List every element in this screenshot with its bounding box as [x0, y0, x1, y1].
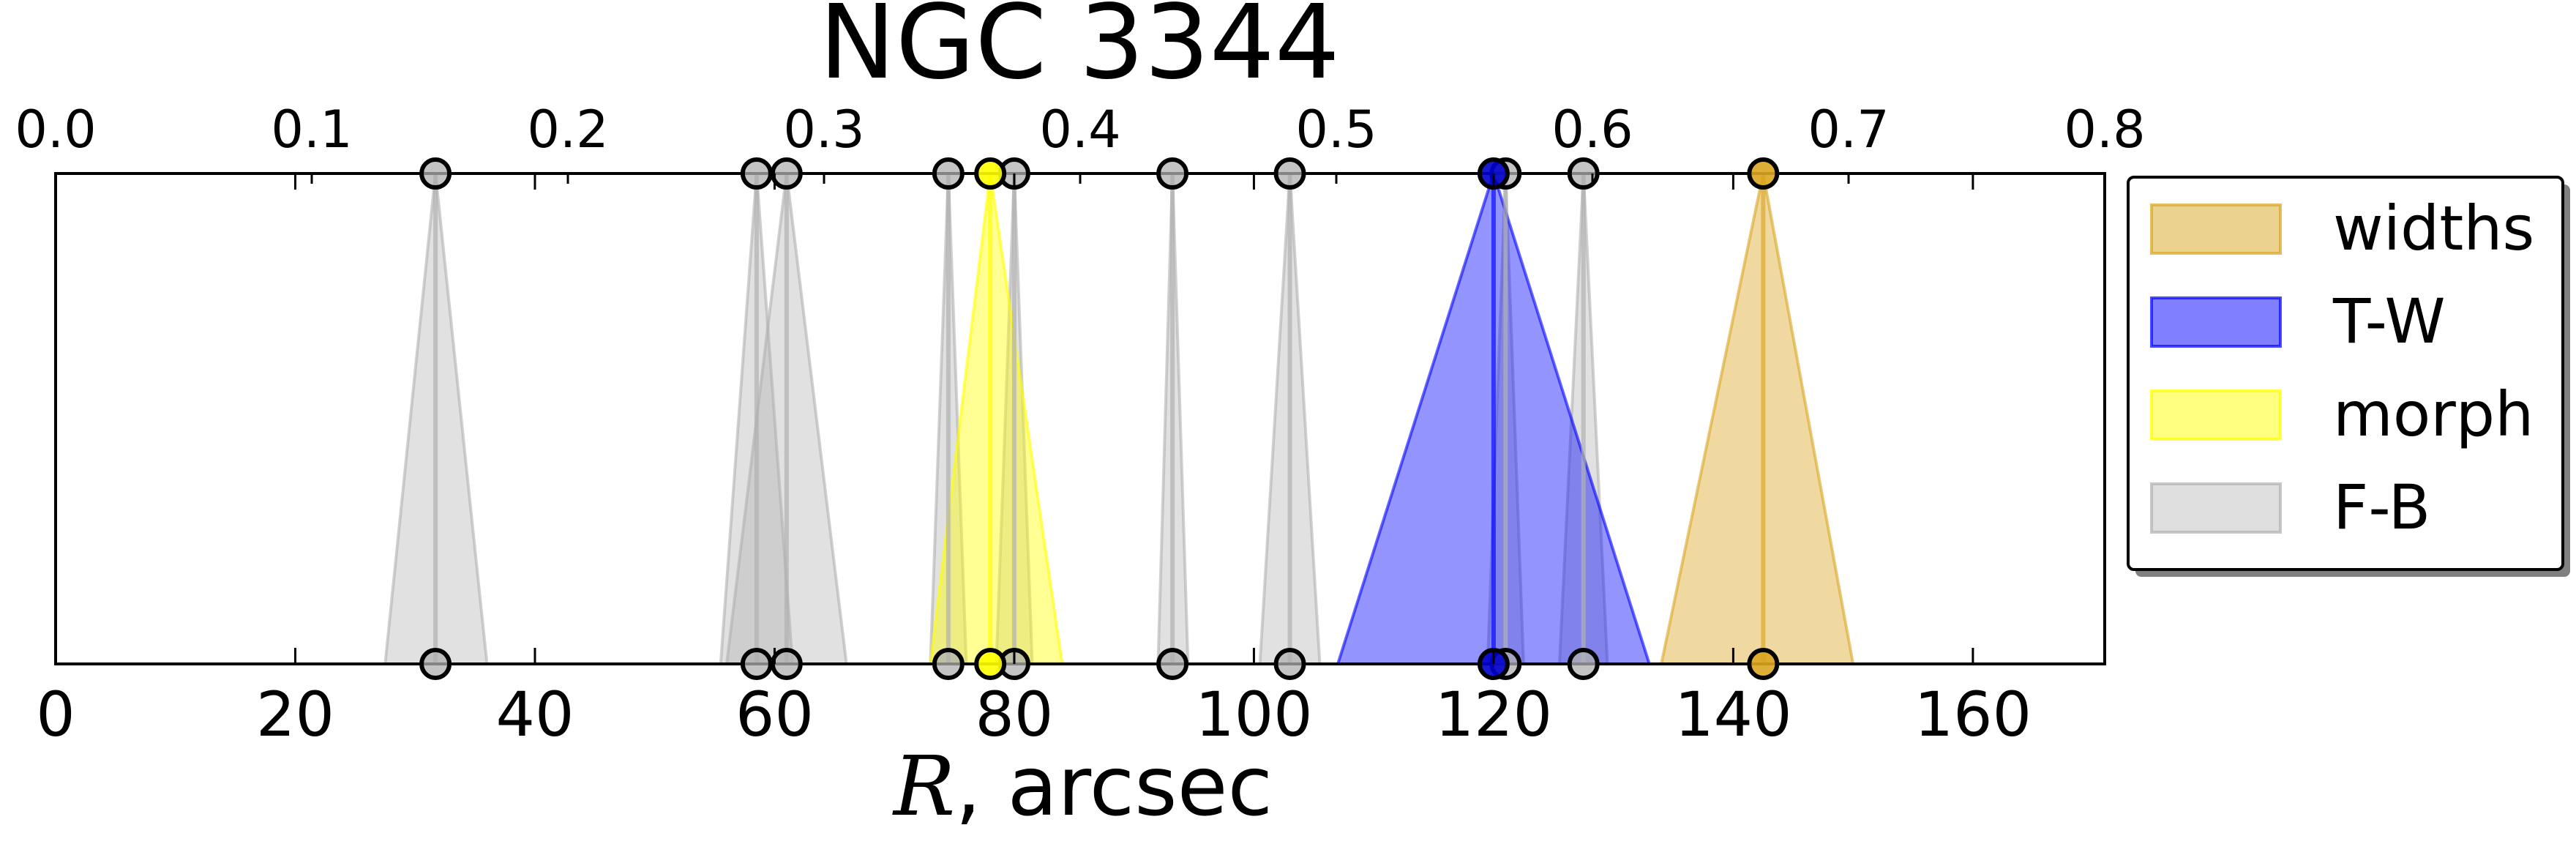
x-tick-label-top: 0.3	[783, 100, 864, 160]
legend-swatch-f-b	[2150, 482, 2282, 534]
x-axis-label-symbol: R	[892, 739, 955, 835]
legend-swatch-t-w	[2150, 296, 2282, 348]
peak-fill-widths-1	[1659, 173, 1855, 665]
x-tick-label-bottom: 120	[1435, 679, 1552, 750]
legend: widths T-W morph F-B	[2127, 176, 2570, 577]
peak-marker-f-b-9-bottom	[1567, 648, 1600, 680]
peak-marker-f-b-3-bottom	[770, 648, 803, 680]
peak-marker-f-b-7-top	[1273, 157, 1306, 190]
peak-marker-morph-1-bottom	[974, 648, 1007, 680]
peak-marker-f-b-4-bottom	[932, 648, 965, 680]
x-tick-label-top: 0.0	[15, 100, 96, 160]
peak-marker-f-b-2-bottom	[740, 648, 773, 680]
peak-marker-f-b-2-top	[740, 157, 773, 190]
x-tick-label-bottom: 160	[1914, 679, 2032, 750]
x-tick-label-bottom: 20	[256, 679, 334, 750]
peak-marker-f-b-3-top	[770, 157, 803, 190]
x-tick-label-top: 0.6	[1551, 100, 1633, 160]
peak-marker-f-b-6-bottom	[1156, 648, 1189, 680]
legend-box	[2127, 176, 2564, 571]
peak-marker-f-b-1-top	[419, 157, 452, 190]
peak-marker-morph-1-top	[974, 157, 1007, 190]
chart-title: NGC 3344	[819, 0, 1340, 102]
peak-fills	[383, 168, 1855, 665]
peak-marker-f-b-4-top	[932, 157, 965, 190]
legend-label-t-w: T-W	[2332, 285, 2446, 357]
legend-label-morph: morph	[2333, 378, 2534, 450]
x-tick-label-top: 0.2	[527, 100, 608, 160]
peak-marker-f-b-7-bottom	[1273, 648, 1306, 680]
x-tick-label-top: 0.8	[2064, 100, 2145, 160]
legend-swatch-widths	[2150, 204, 2282, 255]
x-tick-label-bottom: 80	[975, 679, 1053, 750]
legend-label-widths: widths	[2333, 193, 2534, 264]
x-tick-label-bottom: 0	[36, 679, 75, 750]
x-axis-label: R, arcsec	[892, 739, 1273, 835]
x-axis-label-text: , arcsec	[955, 739, 1273, 835]
peak-marker-f-b-6-top	[1156, 157, 1189, 190]
x-tick-label-top: 0.5	[1295, 100, 1377, 160]
x-tick-label-bottom: 140	[1674, 679, 1791, 750]
x-tick-label-top: 0.4	[1039, 100, 1120, 160]
x-tick-label-bottom: 100	[1195, 679, 1312, 750]
peak-marker-f-b-1-bottom	[419, 648, 452, 680]
peak-center-lines	[433, 173, 1766, 664]
x-tick-label-top: 0.7	[1808, 100, 1889, 160]
legend-swatch-morph	[2150, 389, 2282, 441]
peak-marker-widths-1-top	[1747, 157, 1780, 190]
peak-markers	[419, 157, 1780, 680]
x-tick-label-bottom: 60	[735, 679, 814, 750]
x-tick-label-top: 0.1	[271, 100, 352, 160]
peak-marker-f-b-9-top	[1567, 157, 1600, 190]
x-tick-label-bottom: 40	[496, 679, 574, 750]
peak-marker-widths-1-bottom	[1747, 648, 1780, 680]
axes: 0 20 40 60 80 100 120 140 160 0.0 0.1 0.2 0.3 0.4 0.5 0…	[15, 100, 2145, 750]
legend-label-f-b: F-B	[2333, 471, 2430, 543]
